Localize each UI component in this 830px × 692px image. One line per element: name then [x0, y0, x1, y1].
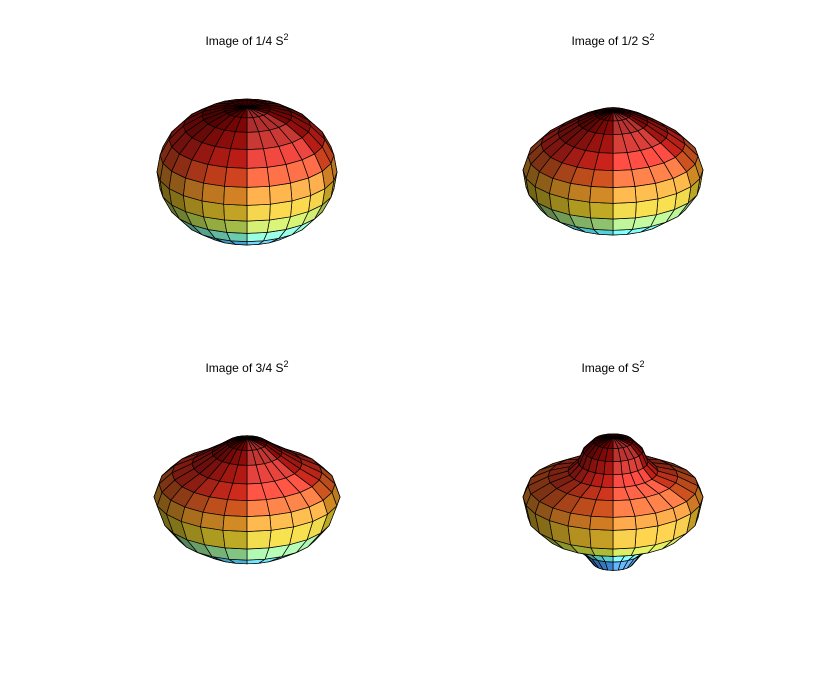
title-sup: 2: [639, 359, 645, 369]
surface-patch: [224, 167, 248, 188]
surface-patch: [567, 183, 592, 203]
surface-patch: [612, 169, 636, 188]
surface-patch: [266, 164, 291, 187]
surface-patch: [246, 515, 272, 532]
surface-patch: [634, 183, 659, 203]
surface-patch: [603, 460, 614, 476]
title-text: Image of 1/2 S: [571, 34, 650, 48]
title-text: Image of 1/4 S: [205, 34, 284, 48]
surface-patch: [223, 499, 248, 517]
surface-patch: [203, 164, 228, 187]
title-text: Image of 3/4 S: [205, 361, 284, 375]
panel-title: Image of S2: [493, 359, 733, 375]
surface-patch: [590, 217, 614, 231]
surface-patch: [222, 529, 248, 550]
surface-patch: [246, 148, 268, 169]
surface-patch: [246, 219, 270, 234]
surface-patch: [269, 182, 293, 205]
surface-patch: [223, 185, 248, 206]
surface-patch: [612, 217, 636, 231]
surface-patch: [246, 529, 272, 550]
title-sup: 2: [283, 32, 289, 42]
surface-patch: [269, 511, 294, 531]
surface-patch: [612, 460, 623, 476]
surface-patch: [589, 186, 614, 204]
surface-patch: [590, 169, 614, 188]
title-text: Image of S: [581, 361, 640, 375]
surface-patch: [589, 528, 614, 550]
surface-patch: [589, 201, 614, 220]
surface-patch: [246, 203, 271, 222]
surface-patch: [246, 185, 271, 206]
title-sup: 2: [283, 359, 289, 369]
surface-patch: [226, 148, 248, 169]
panel-title: Image of 1/4 S2: [127, 32, 367, 48]
surface-patch: [612, 528, 637, 550]
surface-patch: [246, 547, 270, 561]
surface-patch: [201, 182, 225, 205]
surface-patch: [612, 186, 637, 204]
surface-patch: [224, 219, 248, 234]
surface-patch: [200, 511, 225, 531]
surface-patch: [612, 201, 637, 220]
surface-patch: [246, 167, 270, 188]
surface-patch: [589, 515, 614, 531]
surface-patch: [223, 203, 248, 222]
panel-title: Image of 3/4 S2: [127, 359, 367, 375]
panel-title: Image of 1/2 S2: [493, 32, 733, 48]
title-sup: 2: [649, 32, 655, 42]
surface-patch: [612, 515, 637, 531]
surface-patch: [246, 499, 271, 517]
surface-patch: [222, 515, 248, 532]
surface-patch: [224, 547, 248, 561]
